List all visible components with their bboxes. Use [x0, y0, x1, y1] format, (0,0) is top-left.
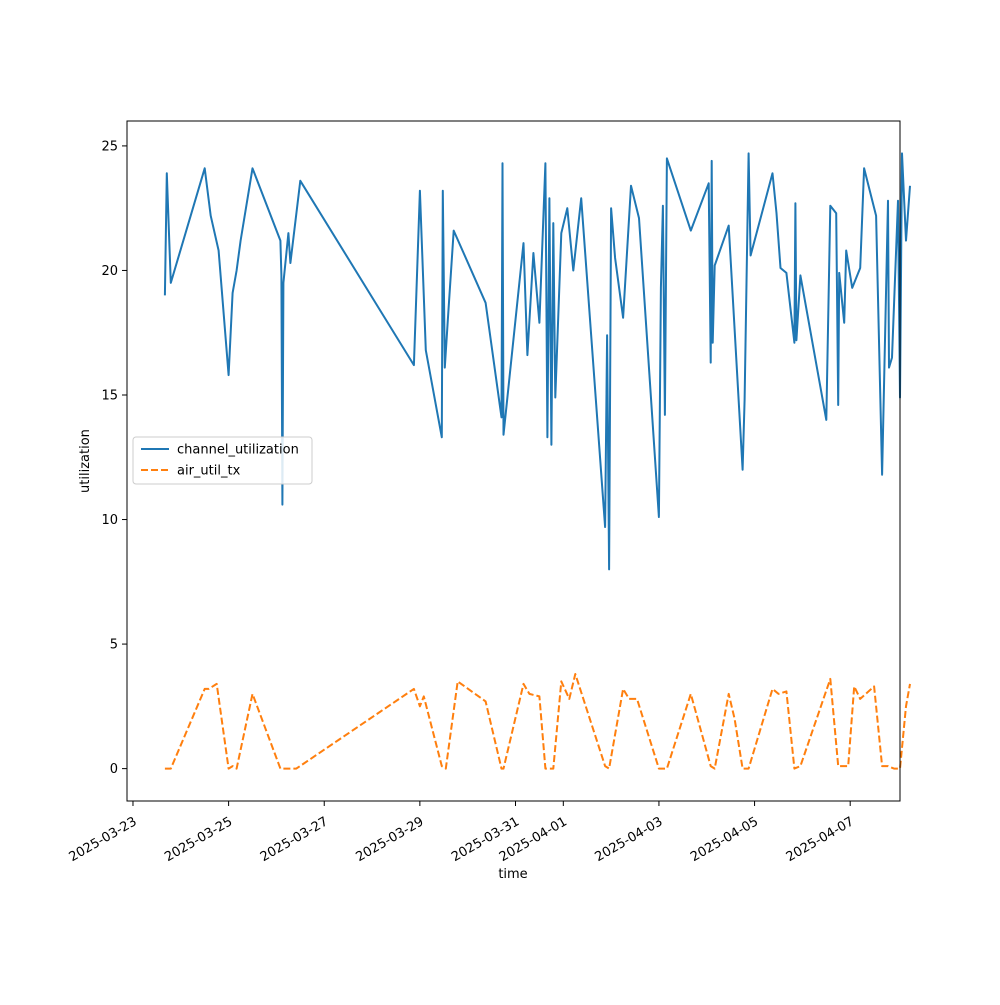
y-tick-label: 5 [110, 638, 118, 653]
y-tick-label: 25 [101, 139, 118, 154]
y-tick-label: 10 [101, 513, 118, 528]
legend-box [132, 436, 313, 485]
y-axis-label: utilization [78, 429, 93, 493]
plot-frame [126, 120, 901, 802]
y-tick-label: 20 [101, 264, 118, 279]
legend-label-channel-utilization: channel_utilization [177, 443, 299, 458]
y-axis: 0 5 10 15 20 25 [101, 139, 127, 777]
y-tick-label: 0 [110, 762, 118, 777]
series-line-channel-utilization [163, 152, 911, 571]
y-tick-label: 15 [101, 388, 118, 403]
legend-label-air-util-tx: air_util_tx [177, 464, 241, 479]
plot-area [126, 120, 911, 802]
series-layer [163, 152, 911, 770]
x-axis-label: time [498, 867, 527, 882]
series-line-air-util-tx [164, 673, 911, 770]
legend: channel_utilization air_util_tx [132, 436, 313, 485]
